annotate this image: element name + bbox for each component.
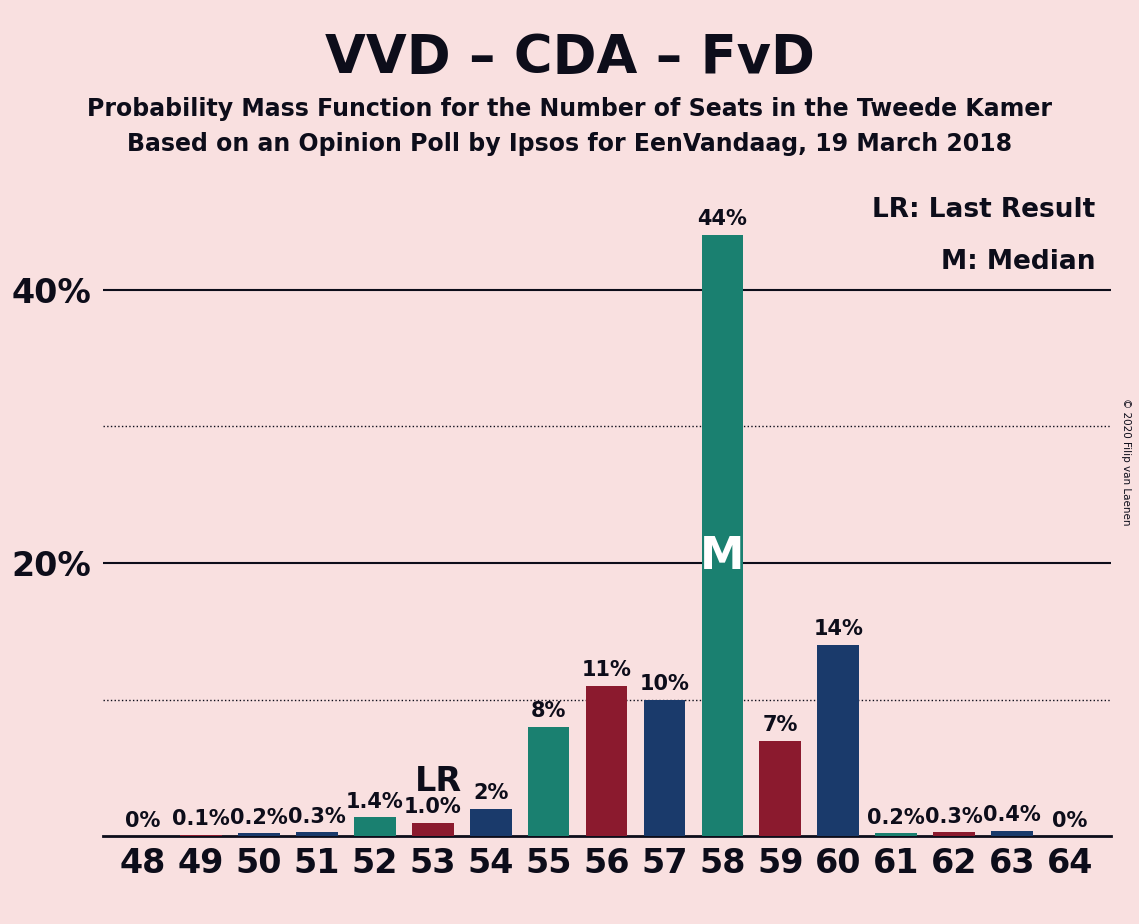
- Bar: [585, 686, 628, 836]
- Bar: [818, 645, 859, 836]
- Bar: [527, 727, 570, 836]
- Text: © 2020 Filip van Laenen: © 2020 Filip van Laenen: [1121, 398, 1131, 526]
- Text: LR: LR: [415, 765, 461, 798]
- Bar: [702, 235, 744, 836]
- Text: 2%: 2%: [473, 784, 508, 804]
- Text: LR: Last Result: LR: Last Result: [872, 197, 1096, 223]
- Text: 0.2%: 0.2%: [230, 808, 288, 828]
- Bar: [760, 740, 801, 836]
- Text: 0.1%: 0.1%: [172, 809, 230, 830]
- Bar: [991, 831, 1033, 836]
- Text: 11%: 11%: [582, 661, 631, 680]
- Bar: [412, 822, 453, 836]
- Text: 10%: 10%: [639, 675, 689, 694]
- Bar: [933, 833, 975, 836]
- Bar: [238, 833, 280, 836]
- Bar: [469, 808, 511, 836]
- Text: Based on an Opinion Poll by Ipsos for EenVandaag, 19 March 2018: Based on an Opinion Poll by Ipsos for Ee…: [126, 132, 1013, 156]
- Bar: [180, 835, 222, 836]
- Text: 0.3%: 0.3%: [925, 807, 983, 827]
- Text: 44%: 44%: [697, 210, 747, 229]
- Text: 8%: 8%: [531, 701, 566, 722]
- Text: M: M: [700, 535, 745, 578]
- Text: Probability Mass Function for the Number of Seats in the Tweede Kamer: Probability Mass Function for the Number…: [87, 97, 1052, 121]
- Text: 1.0%: 1.0%: [404, 797, 461, 817]
- Text: 14%: 14%: [813, 619, 863, 639]
- Text: 1.4%: 1.4%: [346, 792, 403, 811]
- Text: 0%: 0%: [1052, 810, 1088, 831]
- Text: 0.3%: 0.3%: [288, 807, 346, 827]
- Bar: [354, 817, 395, 836]
- Text: M: Median: M: Median: [941, 249, 1096, 275]
- Text: VVD – CDA – FvD: VVD – CDA – FvD: [325, 32, 814, 84]
- Text: 7%: 7%: [763, 715, 798, 736]
- Bar: [875, 833, 917, 836]
- Text: 0%: 0%: [125, 810, 161, 831]
- Text: 0.2%: 0.2%: [867, 808, 925, 828]
- Bar: [644, 699, 686, 836]
- Bar: [296, 833, 337, 836]
- Text: 0.4%: 0.4%: [983, 806, 1041, 825]
